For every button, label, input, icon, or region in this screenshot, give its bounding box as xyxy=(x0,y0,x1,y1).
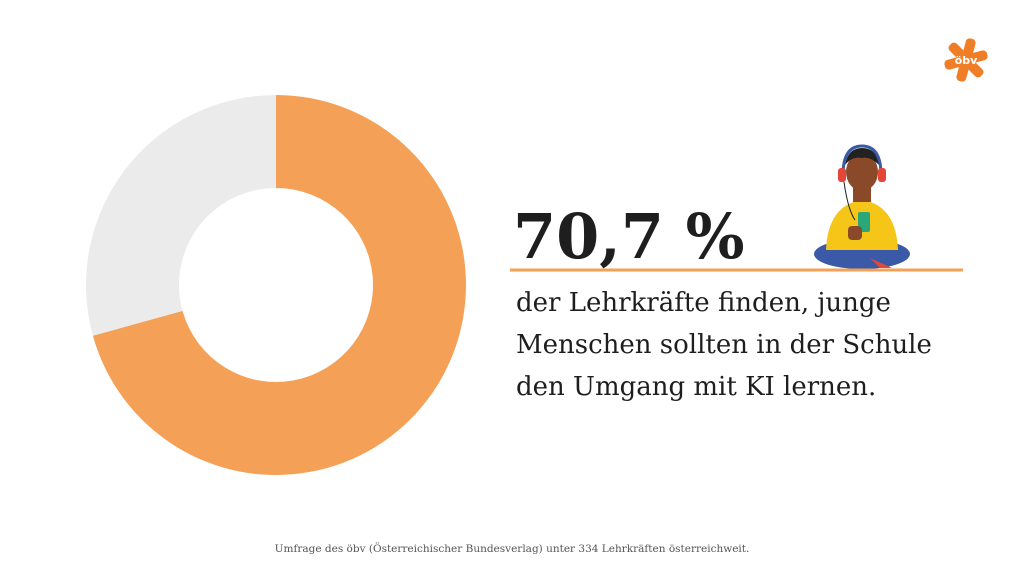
illustration xyxy=(814,144,910,269)
description-line: der Lehrkräfte finden, junge xyxy=(516,288,891,318)
logo: öbv xyxy=(944,38,988,82)
donut-segment xyxy=(85,95,276,336)
logo-text: öbv xyxy=(955,54,978,67)
source-note: Umfrage des öbv (Österreichischer Bundes… xyxy=(275,541,750,555)
description-line: den Umgang mit KI lernen. xyxy=(516,372,876,402)
description-line: Menschen sollten in der Schule xyxy=(516,330,932,360)
headline-value: 70,7 % xyxy=(513,200,745,273)
donut-segment xyxy=(92,95,466,476)
